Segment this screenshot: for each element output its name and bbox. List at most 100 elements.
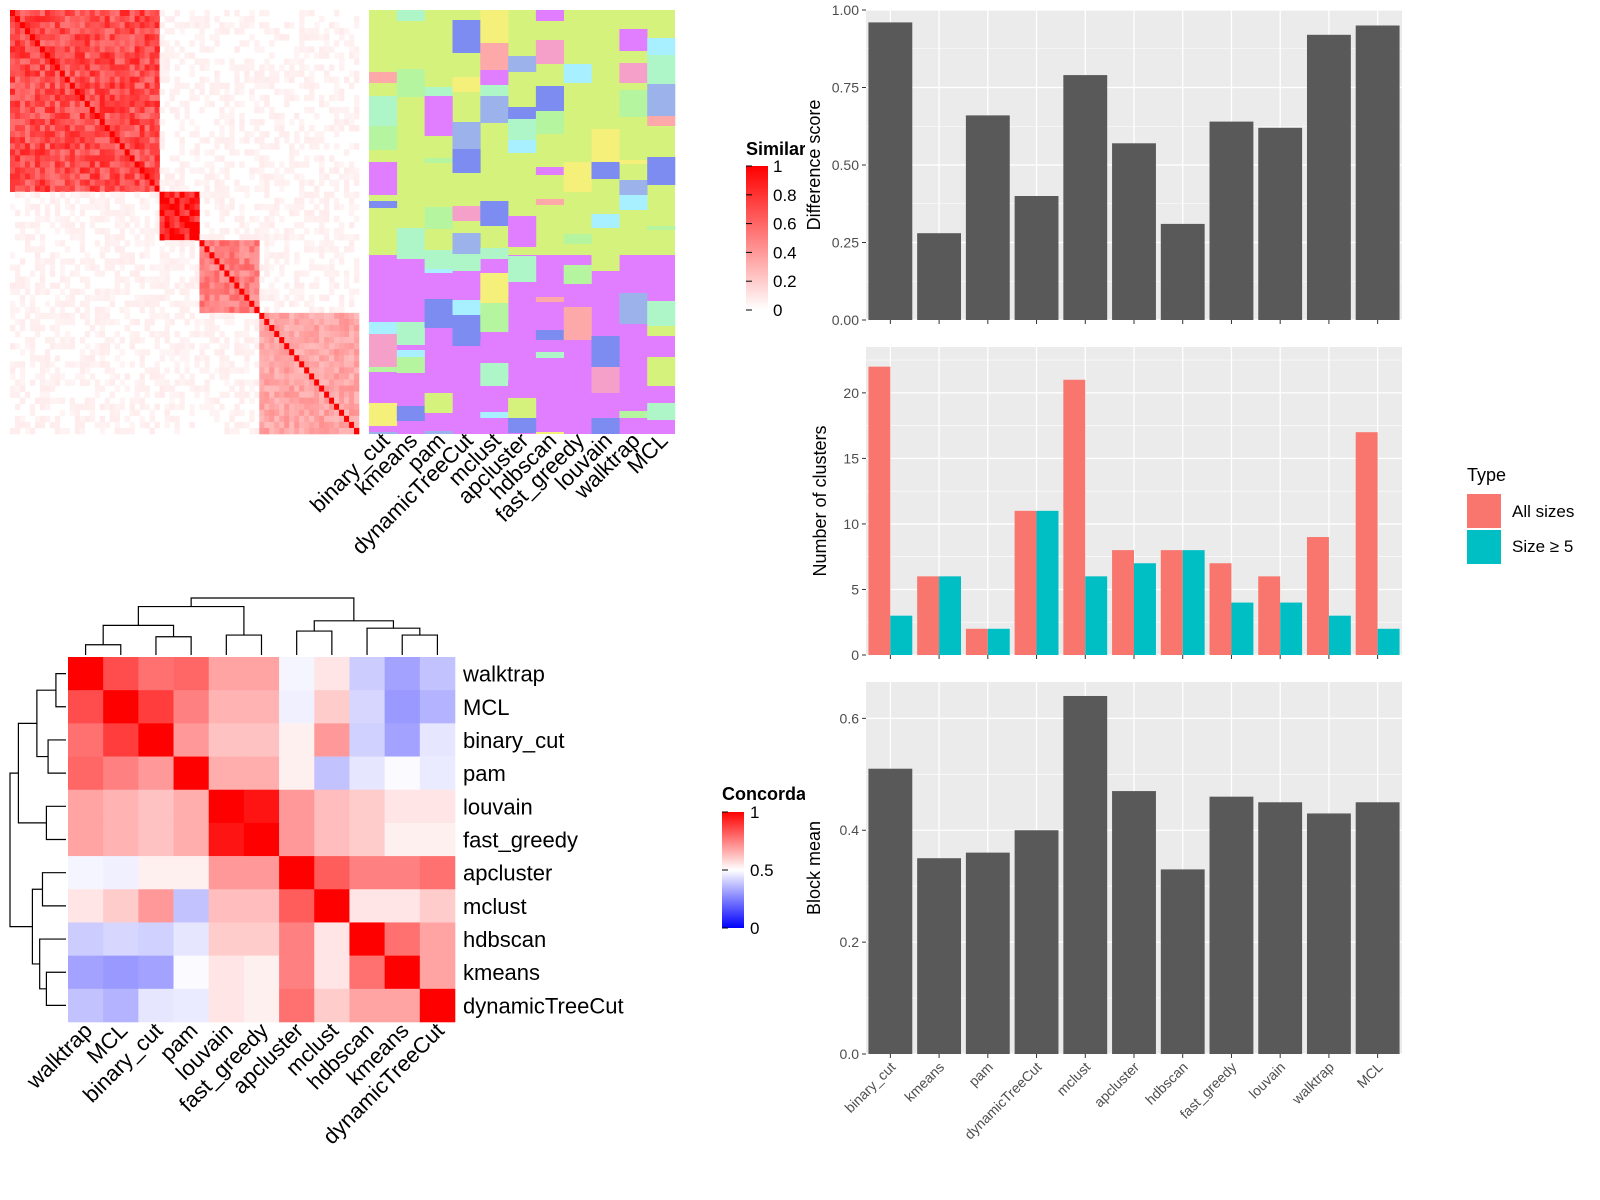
similarity-cell	[279, 373, 285, 380]
similarity-cell	[214, 70, 220, 77]
similarity-cell	[24, 427, 31, 435]
similarity-cell	[219, 94, 225, 102]
similarity-cell	[339, 318, 345, 326]
x-tick-label-mclust: mclust	[1053, 1059, 1093, 1099]
similarity-cell	[79, 94, 86, 102]
similarity-cell	[184, 112, 190, 120]
similarity-cell	[114, 82, 120, 90]
similarity-cell	[344, 149, 350, 156]
similarity-cell	[304, 312, 310, 320]
similarity-cell	[64, 137, 71, 144]
similarity-cell	[164, 52, 170, 59]
similarity-cell	[194, 58, 200, 65]
similarity-cell	[304, 137, 310, 144]
similarity-cell	[329, 379, 335, 386]
similarity-cell	[319, 179, 325, 186]
cluster-label-heatmap	[369, 10, 676, 434]
similarity-cell	[169, 28, 175, 35]
similarity-cell	[139, 125, 145, 132]
similarity-cell	[114, 209, 120, 217]
label-cell	[480, 340, 509, 363]
similarity-cell	[199, 64, 205, 71]
bar-binary_cut-size5	[890, 615, 913, 655]
similarity-cell	[304, 421, 310, 429]
similarity-cell	[344, 173, 350, 180]
similarity-cell	[349, 343, 355, 350]
similarity-cell	[174, 234, 180, 241]
similarity-cell	[49, 125, 56, 132]
similarity-cell	[214, 276, 220, 283]
similarity-cell	[349, 209, 355, 217]
similarity-cell	[304, 349, 310, 356]
similarity-cell	[159, 379, 165, 386]
bar-fast_greedy	[1209, 796, 1254, 1054]
similarity-cell	[289, 421, 295, 429]
similarity-cell	[274, 137, 280, 144]
similarity-cell	[44, 125, 51, 132]
similarity-cell	[319, 264, 325, 271]
similarity-cell	[144, 28, 150, 35]
similarity-cell	[274, 28, 280, 35]
similarity-cell	[19, 191, 26, 199]
label-cell	[508, 418, 537, 433]
similarity-cell	[109, 185, 115, 193]
similarity-cell	[204, 209, 210, 217]
similarity-cell	[104, 361, 111, 368]
similarity-cell	[244, 288, 250, 295]
similarity-cell	[264, 294, 270, 302]
similarity-cell	[154, 106, 160, 114]
similarity-cell	[329, 409, 335, 417]
similarity-cell	[214, 306, 220, 314]
similarity-cell	[304, 355, 310, 362]
similarity-cell	[134, 185, 140, 193]
similarity-cell	[294, 373, 300, 380]
similarity-cell	[109, 294, 115, 302]
similarity-cell	[284, 355, 290, 362]
similarity-cell	[49, 421, 56, 429]
similarity-cell	[299, 161, 305, 168]
similarity-cell	[199, 294, 205, 302]
similarity-cell	[289, 149, 295, 156]
similarity-cell	[354, 70, 360, 77]
similarity-cell	[234, 403, 240, 411]
similarity-cell	[129, 173, 135, 180]
similarity-cell	[10, 391, 16, 398]
similarity-cell	[114, 185, 120, 193]
similarity-cell	[129, 300, 135, 308]
similarity-cell	[10, 161, 16, 168]
similarity-cell	[69, 16, 76, 23]
similarity-cell	[84, 367, 91, 374]
similarity-cell	[49, 185, 56, 193]
similarity-cell	[64, 46, 71, 53]
similarity-cell	[239, 276, 245, 283]
similarity-cell	[239, 112, 245, 120]
similarity-cell	[164, 215, 170, 223]
similarity-cell	[114, 173, 120, 180]
similarity-cell	[119, 427, 125, 435]
similarity-cell	[89, 143, 96, 150]
similarity-cell	[179, 343, 185, 350]
similarity-cell	[294, 318, 300, 326]
similarity-cell	[124, 119, 130, 126]
similarity-cell	[244, 258, 250, 265]
similarity-cell	[79, 167, 86, 174]
concordance-cell	[208, 723, 245, 757]
similarity-cell	[179, 355, 185, 362]
similarity-cell	[314, 28, 320, 35]
similarity-cell	[59, 288, 66, 295]
similarity-cell	[184, 185, 190, 193]
similarity-cell	[124, 312, 130, 320]
type-legend: Type All sizes Size ≥ 5	[1467, 465, 1574, 564]
similarity-cell	[129, 112, 135, 120]
similarity-cell	[89, 179, 96, 186]
similarity-cell	[224, 185, 230, 193]
similarity-cell	[214, 409, 220, 417]
similarity-cell	[189, 131, 195, 138]
similarity-cell	[194, 197, 200, 205]
similarity-cell	[169, 397, 175, 405]
similarity-cell	[74, 106, 81, 114]
label-cell	[535, 48, 564, 64]
similarity-cell	[59, 167, 66, 174]
similarity-cell	[144, 10, 150, 17]
similarity-cell	[39, 185, 46, 193]
